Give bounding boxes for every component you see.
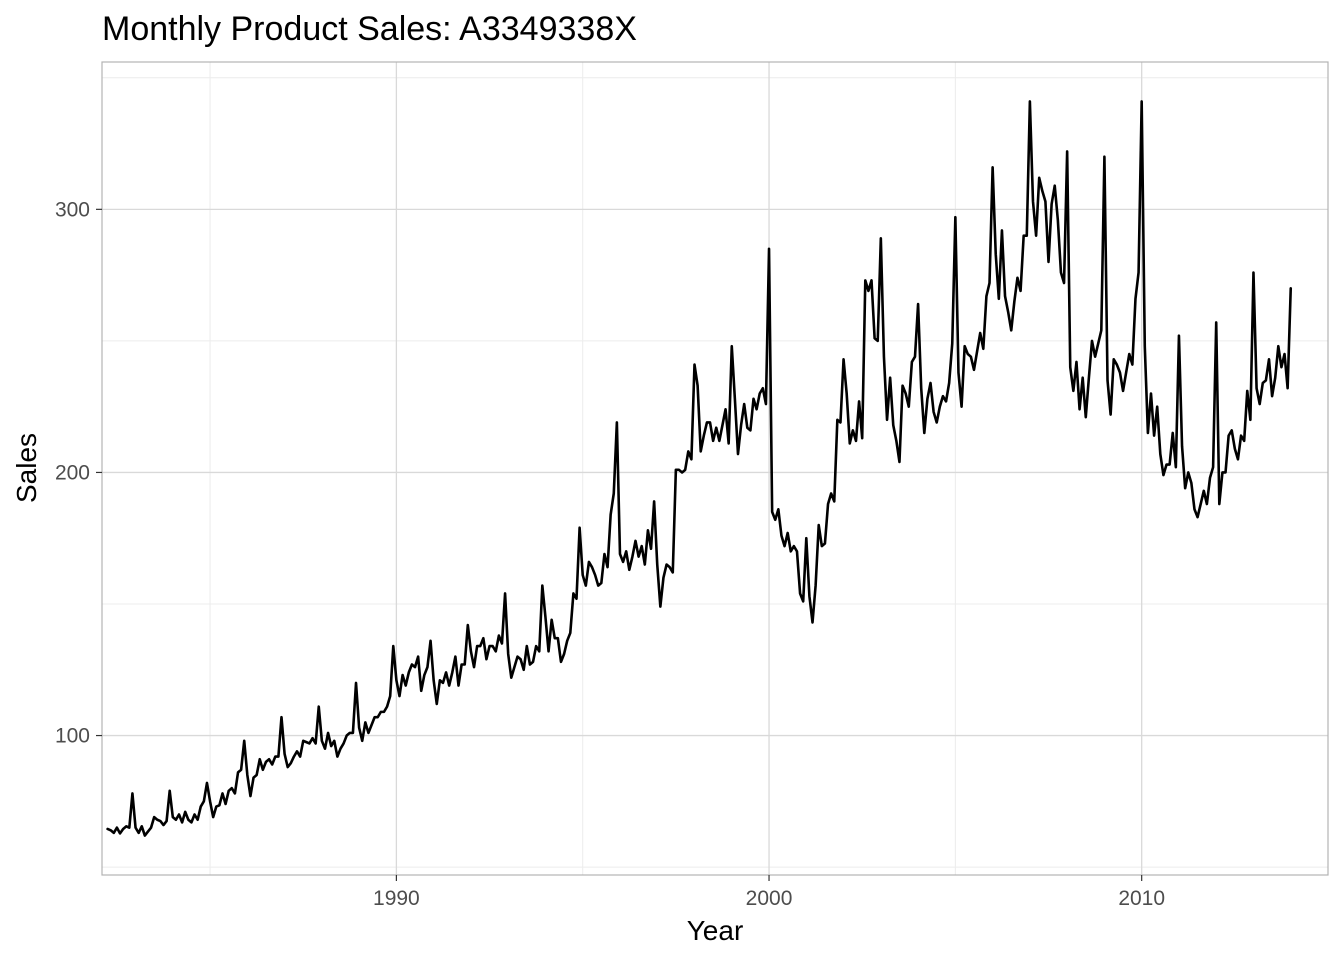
sales-series-line bbox=[106, 100, 1293, 837]
major-gridlines bbox=[102, 62, 1328, 875]
x-axis-title: Year bbox=[687, 915, 744, 946]
chart-title: Monthly Product Sales: A3349338X bbox=[102, 10, 637, 48]
series-group bbox=[106, 100, 1293, 837]
y-tick-label: 100 bbox=[55, 725, 90, 748]
x-tick-label: 1990 bbox=[373, 887, 420, 910]
minor-gridlines bbox=[102, 62, 1328, 875]
x-tick-label: 2010 bbox=[1118, 887, 1165, 910]
y-tick-label: 200 bbox=[55, 461, 90, 484]
y-axis-ticks: 100 200 300 bbox=[55, 198, 102, 748]
y-axis-title: Sales bbox=[11, 433, 42, 503]
x-axis-ticks: 1990 2000 2010 bbox=[373, 875, 1165, 910]
x-tick-label: 2000 bbox=[746, 887, 793, 910]
panel-border bbox=[101, 61, 1329, 876]
y-tick-label: 300 bbox=[55, 198, 90, 221]
